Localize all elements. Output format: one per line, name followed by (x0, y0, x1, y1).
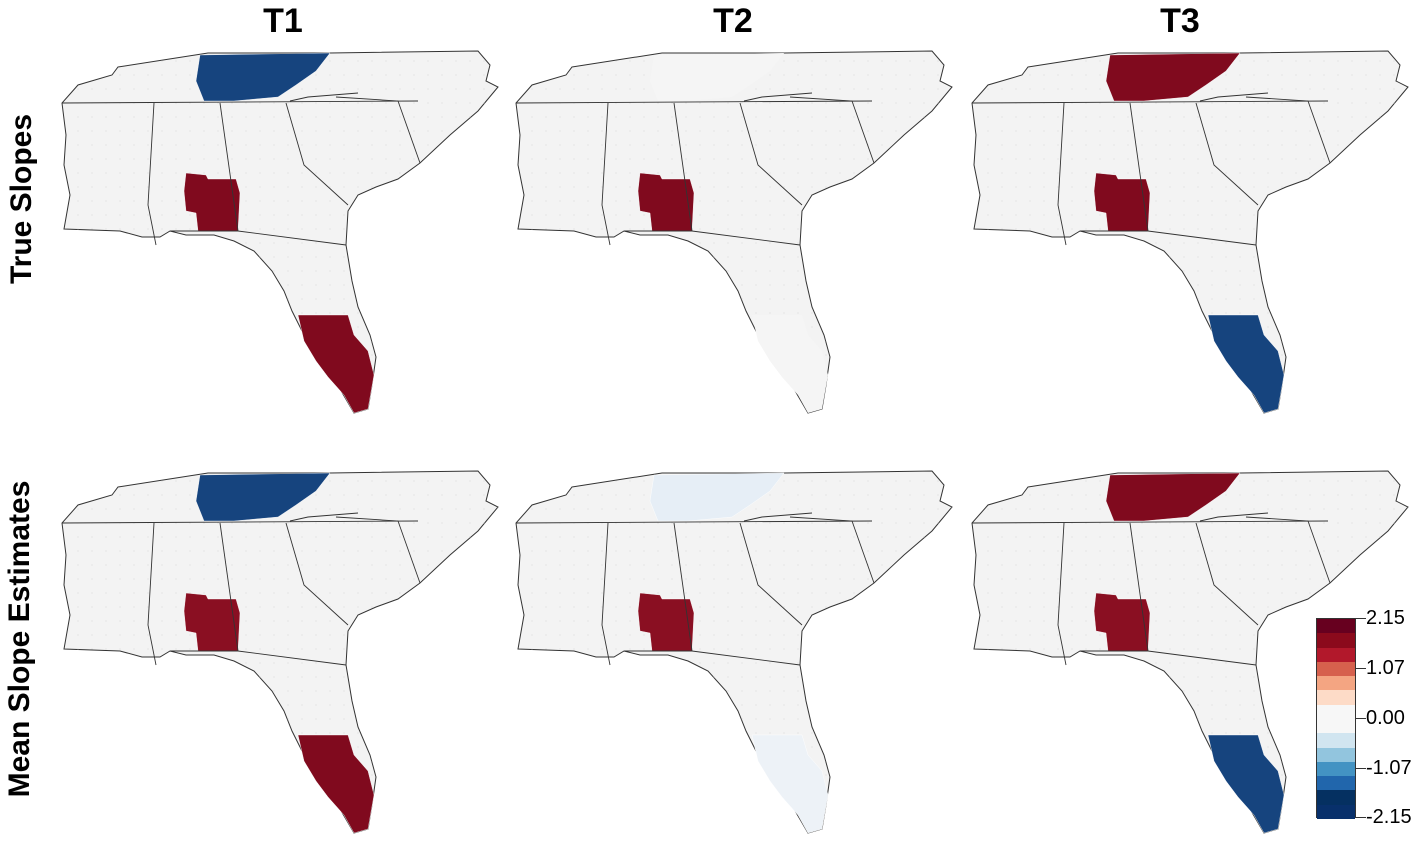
legend-color-step (1317, 633, 1355, 648)
state-border (515, 100, 873, 104)
map-panel-estimate-t3 (968, 465, 1413, 845)
state-border (515, 520, 873, 524)
state-border (170, 230, 347, 246)
state-border (1129, 102, 1149, 232)
legend-color-step (1317, 690, 1355, 705)
state-border (1199, 92, 1269, 102)
legend-min-label: -2.15 (1366, 806, 1412, 828)
state-border (624, 650, 801, 666)
state-border (61, 100, 419, 104)
state-border (1129, 522, 1149, 652)
state-border (789, 516, 875, 584)
region-map (971, 50, 1409, 414)
region-outline (61, 470, 499, 834)
region-tennessee (195, 472, 331, 522)
state-border (971, 520, 1329, 524)
state-border (789, 96, 875, 164)
column-title-t3: T3 (1160, 2, 1200, 40)
column-title-t1: T1 (263, 2, 303, 40)
state-border (285, 522, 349, 626)
map-panel-true-t1 (58, 45, 503, 425)
legend-color-step (1317, 776, 1355, 791)
state-border (289, 512, 359, 522)
region-south-florida (751, 734, 829, 834)
region-map (515, 470, 953, 834)
map-panel-true-t2 (512, 45, 957, 425)
state-border (61, 520, 419, 524)
legend-color-step (1317, 676, 1355, 691)
region-south-florida (752, 315, 828, 413)
legend-color-step (1317, 661, 1355, 677)
state-border (743, 512, 813, 522)
state-border (673, 102, 693, 232)
state-border (1057, 102, 1067, 246)
map-panel-true-t3 (968, 45, 1413, 425)
region-map (971, 470, 1409, 834)
color-legend: 2.15 1.07 0.00 -1.07 -2.15 (1316, 608, 1423, 827)
region-south-florida (297, 734, 375, 834)
state-border (285, 102, 349, 206)
legend-color-step (1317, 761, 1355, 777)
state-border (624, 230, 801, 246)
state-border (1080, 230, 1257, 246)
legend-color-step (1317, 747, 1355, 762)
region-south-florida (1207, 734, 1285, 834)
state-border (219, 522, 239, 652)
region-tennessee (649, 472, 785, 522)
state-border (335, 516, 421, 584)
legend-color-step (1317, 704, 1355, 719)
state-border (739, 102, 803, 206)
legend-lower-mid-label: -1.07 (1366, 757, 1412, 779)
state-border (601, 102, 611, 246)
region-tennessee (1105, 472, 1241, 522)
state-border (1080, 650, 1257, 666)
row-title-mean-slope-estimates: Mean Slope Estimates (3, 480, 36, 798)
region-outline (515, 50, 953, 414)
state-border (219, 102, 239, 232)
state-border (673, 522, 693, 652)
state-border (743, 92, 813, 102)
region-outline (61, 50, 499, 414)
legend-upper-mid-label: 1.07 (1366, 657, 1405, 679)
region-tennessee (1105, 52, 1241, 102)
row-title-true-slopes: True Slopes (5, 113, 38, 285)
legend-color-step (1317, 718, 1355, 734)
region-map (515, 50, 953, 414)
legend-color-step (1317, 733, 1355, 748)
state-border (1195, 102, 1259, 206)
legend-zero-label: 0.00 (1366, 707, 1405, 729)
region-tennessee (195, 52, 331, 102)
legend-max-label: 2.15 (1366, 607, 1405, 629)
region-map (61, 50, 499, 414)
map-panel-estimate-t1 (58, 465, 503, 845)
state-border (147, 102, 157, 246)
state-border (739, 522, 803, 626)
state-border (1245, 516, 1331, 584)
legend-color-step (1317, 647, 1355, 662)
region-south-florida (1207, 314, 1285, 414)
state-border (289, 92, 359, 102)
state-border (1057, 522, 1067, 666)
state-border (170, 650, 347, 666)
state-border (601, 522, 611, 666)
state-border (1199, 512, 1269, 522)
region-outline (971, 50, 1409, 414)
region-map (61, 470, 499, 834)
state-border (971, 100, 1329, 104)
map-panel-estimate-t2 (512, 465, 957, 845)
state-border (1195, 522, 1259, 626)
column-title-t2: T2 (713, 2, 753, 40)
legend-color-step (1317, 804, 1355, 819)
region-outline (515, 470, 953, 834)
region-tennessee (650, 53, 784, 101)
state-border (335, 96, 421, 164)
state-border (1245, 96, 1331, 164)
legend-color-step (1317, 619, 1355, 634)
legend-color-bar (1316, 618, 1356, 819)
region-south-florida (297, 314, 375, 414)
state-border (147, 522, 157, 666)
legend-color-step (1317, 790, 1355, 805)
